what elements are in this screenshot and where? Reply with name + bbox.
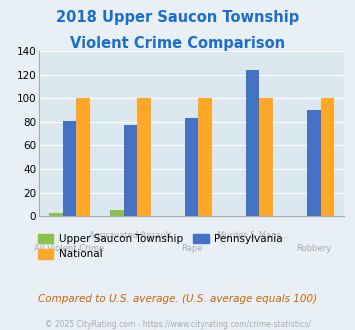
Text: 2018 Upper Saucon Township: 2018 Upper Saucon Township xyxy=(56,10,299,25)
Text: Violent Crime Comparison: Violent Crime Comparison xyxy=(70,36,285,51)
Bar xyxy=(110,210,124,216)
Bar xyxy=(137,98,151,216)
Legend: Upper Saucon Township, National, Pennsylvania: Upper Saucon Township, National, Pennsyl… xyxy=(34,230,287,264)
Bar xyxy=(124,125,137,216)
Bar xyxy=(307,110,321,216)
Bar xyxy=(246,70,260,216)
Text: © 2025 CityRating.com - https://www.cityrating.com/crime-statistics/: © 2025 CityRating.com - https://www.city… xyxy=(45,320,310,329)
Text: Robbery: Robbery xyxy=(296,244,331,253)
Bar xyxy=(185,118,198,216)
Bar xyxy=(49,213,63,216)
Text: Murder & Mans...: Murder & Mans... xyxy=(217,231,289,240)
Text: Aggravated Assault: Aggravated Assault xyxy=(89,231,172,240)
Bar xyxy=(63,121,76,216)
Bar xyxy=(198,98,212,216)
Bar xyxy=(76,98,90,216)
Bar xyxy=(260,98,273,216)
Bar xyxy=(321,98,334,216)
Text: Rape: Rape xyxy=(181,244,202,253)
Text: All Violent Crime: All Violent Crime xyxy=(34,244,105,253)
Text: Compared to U.S. average. (U.S. average equals 100): Compared to U.S. average. (U.S. average … xyxy=(38,294,317,304)
